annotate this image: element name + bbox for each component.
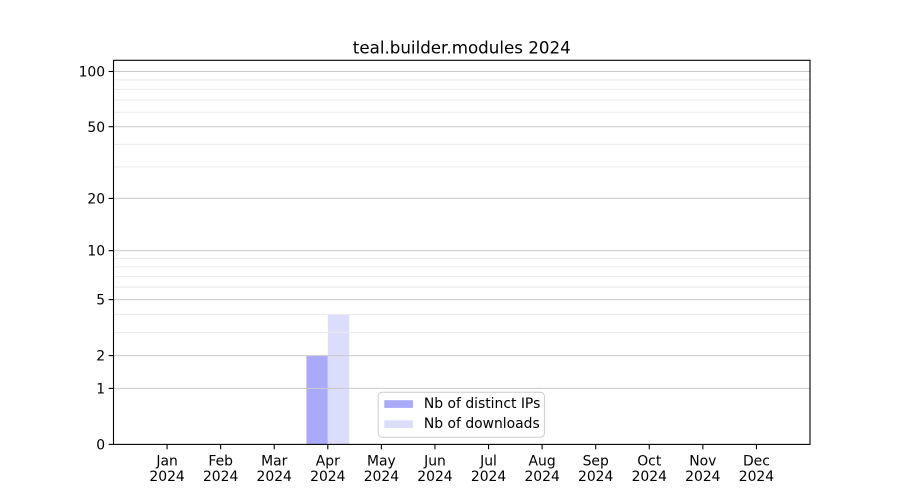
x-tick-label-year: 2024 [632,469,668,485]
y-tick-label: 20 [87,191,105,207]
grid-layer [113,70,810,389]
axes-layer: 0125102050100Jan2024Feb2024Mar2024Apr202… [79,59,811,485]
x-tick-label-year: 2024 [417,469,453,485]
y-tick-label: 5 [96,293,105,309]
y-tick-label: 50 [87,120,105,136]
legend-label: Nb of downloads [424,416,540,432]
x-tick-label-month: Feb [208,453,233,469]
bar-nb-of-distinct-ips-apr [306,355,328,445]
legend-box [377,391,545,438]
x-tick-label-month: Jul [479,453,497,469]
x-tick-label-month: Sep [583,453,609,469]
x-tick-label-year: 2024 [471,469,507,485]
x-tick-label-month: Nov [689,453,716,469]
legend-swatch-nb-of-downloads [384,420,413,428]
bars-layer [306,314,350,445]
y-tick-label: 0 [96,437,105,453]
x-tick-label-year: 2024 [685,469,721,485]
x-tick-label-month: Mar [261,453,287,469]
legend: Nb of distinct IPs Nb of downloads [377,391,545,438]
x-tick-label-year: 2024 [257,469,293,485]
chart-title: teal.builder.modules 2024 [353,38,571,58]
legend-swatch-nb-of-distinct-ips [384,400,413,408]
x-tick-label-month: Jun [423,453,446,469]
x-tick-label-year: 2024 [578,469,614,485]
y-tick-label: 100 [79,65,106,81]
x-tick-label-year: 2024 [364,469,400,485]
x-tick-label-year: 2024 [524,469,560,485]
x-tick-label-month: Oct [637,453,662,469]
x-tick-label-year: 2024 [739,469,775,485]
y-tick-label: 1 [96,381,105,397]
x-tick-label-month: Apr [316,453,340,469]
x-tick-label-month: Jan [155,453,177,469]
y-tick-label: 10 [87,244,105,260]
x-tick-label-year: 2024 [203,469,239,485]
bar-nb-of-downloads-apr [327,314,350,445]
x-tick-label-month: Aug [529,453,556,469]
legend-label: Nb of distinct IPs [424,396,540,412]
x-tick-label-month: Dec [743,453,770,469]
x-tick-label-year: 2024 [310,469,346,485]
x-tick-label-month: May [367,453,396,469]
y-tick-label: 2 [96,349,105,365]
plot-border [112,59,811,445]
x-tick-label-year: 2024 [149,469,185,485]
